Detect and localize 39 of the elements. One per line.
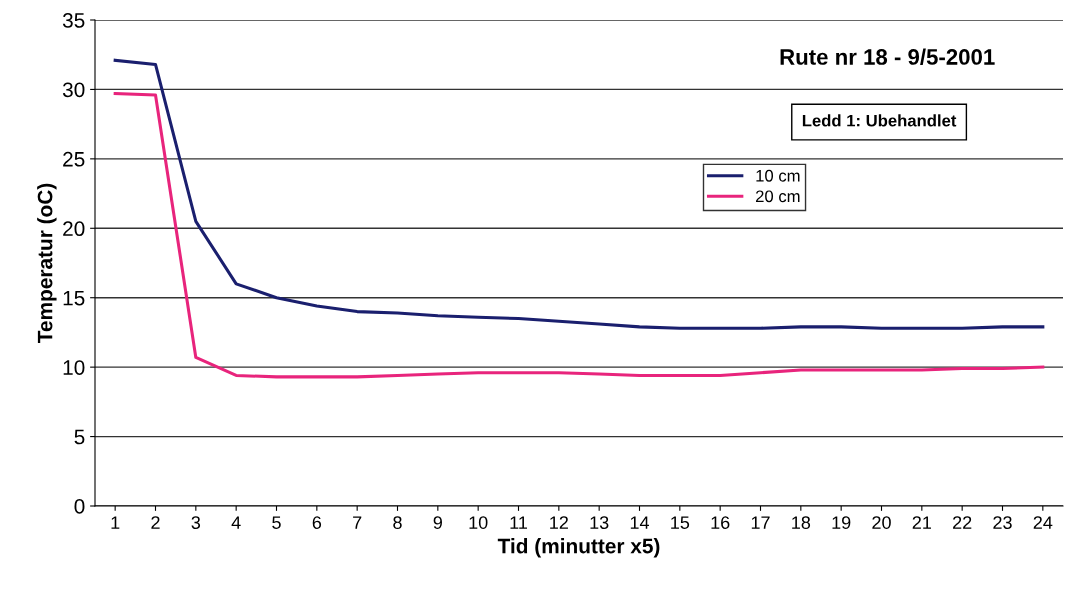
x-tick-label: 18 <box>792 516 811 529</box>
x-tick-label: 3 <box>191 516 201 529</box>
y-tick-label: 10 <box>63 360 85 375</box>
x-tick-label: 5 <box>272 516 281 529</box>
x-tick-label: 17 <box>751 516 770 529</box>
x-tick-label: 1 <box>111 516 120 529</box>
x-tick-label: 10 <box>469 516 488 529</box>
annotation: Ledd 1: Ubehandlet <box>802 114 957 127</box>
x-tick-label: 2 <box>151 516 160 529</box>
x-tick-label: 8 <box>393 516 402 529</box>
line-series <box>113 92 1045 379</box>
x-tick-label: 9 <box>433 516 442 529</box>
x-tick-label: 22 <box>953 516 972 529</box>
x-tick-label: 4 <box>231 516 241 529</box>
x-tick-label: 13 <box>590 516 609 529</box>
x-tick-label: 23 <box>993 516 1012 529</box>
x-tick-label: 21 <box>912 516 931 529</box>
x-tick-label: 14 <box>630 516 650 529</box>
x-tick-label: 20 <box>872 516 891 529</box>
y-tick-label: 0 <box>74 499 85 514</box>
x-tick-label: 19 <box>832 516 851 529</box>
y-tick-label: 30 <box>62 82 85 98</box>
x-tick-label: 12 <box>550 516 568 529</box>
legend-label: 10 cm <box>756 169 800 182</box>
legend-label: 20 cm <box>756 190 800 203</box>
y-tick-label: 35 <box>62 13 85 28</box>
x-tick-label: 24 <box>1033 516 1053 529</box>
x-tick-label: 11 <box>510 516 527 529</box>
x-tick-label: 16 <box>711 516 730 529</box>
y-tick-label: 15 <box>63 290 85 306</box>
y-tick-label: 25 <box>63 151 85 167</box>
x-axis-title: Tid (minutter x5) <box>497 538 660 558</box>
text: Rute nr 18 - 9/5-2001 <box>780 48 995 66</box>
y-tick-label: 20 <box>63 221 85 237</box>
x-tick-label: 15 <box>671 516 690 529</box>
y-axis-title: Temperatur (oC) <box>37 183 57 344</box>
y-tick-label: 5 <box>74 429 85 445</box>
x-tick-label: 7 <box>353 516 362 529</box>
x-tick-label: 6 <box>312 516 322 529</box>
